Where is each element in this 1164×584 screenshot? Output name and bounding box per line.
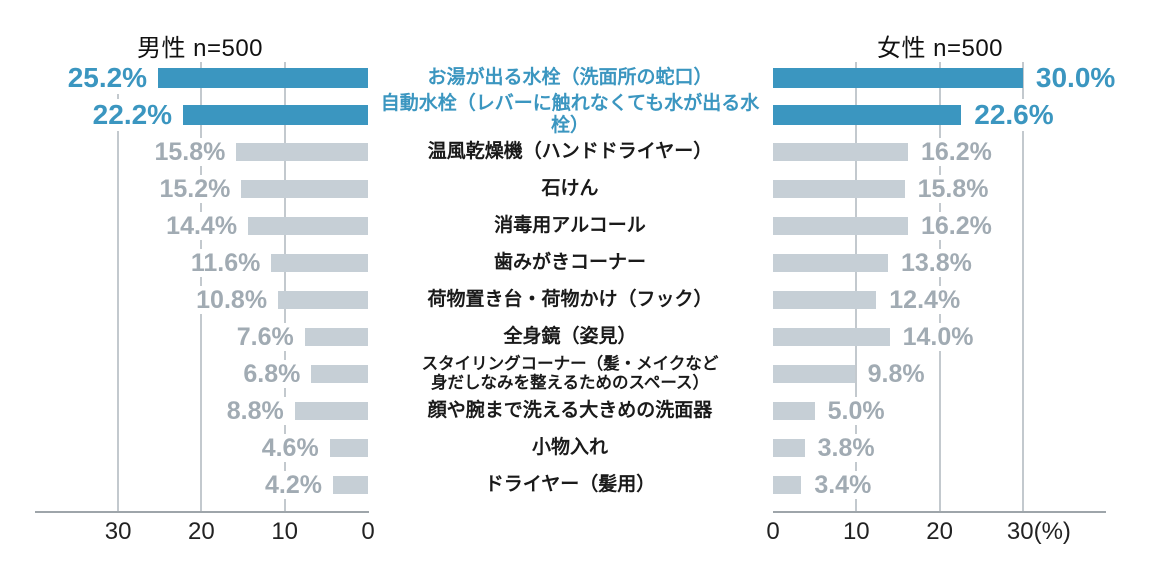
male-value-label: 4.2% [262, 471, 326, 499]
female-bar [773, 217, 908, 235]
female-bar [773, 291, 877, 309]
female-value-label: 3.8% [814, 434, 878, 462]
category-label: 自動水栓（レバーに触れなくても水が出る水栓） [380, 93, 760, 136]
category-label: 全身鏡（姿見） [503, 326, 637, 347]
female-axis-tick-label: 30(%) [1006, 518, 1071, 545]
male-value-label: 11.6% [187, 249, 264, 277]
female-chart-title: 女性 n=500 [876, 35, 1004, 62]
female-bar [773, 105, 962, 125]
category-label: 石けん [541, 178, 599, 199]
category-label: 温風乾燥機（ハンドドライヤー） [427, 141, 713, 162]
male-value-label: 25.2% [64, 62, 151, 94]
male-axis-tick-label: 10 [271, 518, 299, 545]
male-bar [241, 180, 368, 198]
female-value-label: 22.6% [971, 99, 1057, 131]
male-bar [333, 476, 368, 494]
female-value-label: 16.2% [917, 212, 995, 240]
male-value-label: 7.6% [233, 323, 297, 351]
male-x-axis-line [35, 511, 369, 513]
female-bar [773, 365, 855, 383]
male-value-label: 22.2% [89, 99, 176, 131]
male-value-label: 14.4% [163, 212, 241, 240]
male-bar [158, 68, 368, 88]
female-bar [773, 328, 890, 346]
male-value-label: 4.6% [258, 434, 322, 462]
female-axis-tick-label: 20 [926, 518, 953, 545]
male-bar [183, 105, 368, 125]
male-value-label: 6.8% [240, 360, 304, 388]
female-value-label: 14.0% [899, 323, 977, 351]
female-axis-tick-label: 0 [766, 518, 780, 545]
female-bar [773, 143, 908, 161]
female-value-label: 30.0% [1032, 62, 1119, 94]
male-bar [311, 365, 368, 383]
male-gridline [283, 62, 286, 511]
female-bar [773, 68, 1023, 88]
male-bar [248, 217, 368, 235]
male-value-label: 15.8% [151, 138, 229, 166]
category-label: お湯が出る水栓（洗面所の蛇口） [427, 67, 713, 88]
male-gridline [117, 62, 120, 511]
category-label: 消毒用アルコール [494, 215, 646, 236]
female-bar [773, 180, 905, 198]
male-bar [304, 328, 368, 346]
female-value-label: 12.4% [886, 286, 964, 314]
male-bar [236, 143, 368, 161]
male-bar [271, 254, 368, 272]
female-value-label: 9.8% [864, 360, 928, 388]
male-value-label: 10.8% [193, 286, 271, 314]
male-bar [329, 439, 368, 457]
female-bar [773, 254, 888, 272]
female-value-label: 5.0% [824, 397, 888, 425]
category-label: 歯みがきコーナー [493, 252, 646, 273]
male-value-label: 8.8% [223, 397, 287, 425]
female-gridline [855, 62, 858, 511]
male-axis-tick-label: 30 [104, 518, 132, 545]
female-gridline [1021, 62, 1024, 511]
female-bar [773, 439, 805, 457]
male-bar [278, 291, 368, 309]
female-value-label: 16.2% [917, 138, 995, 166]
male-chart-title: 男性 n=500 [136, 35, 264, 62]
category-label: ドライヤー（髪用） [484, 474, 656, 495]
male-axis-tick-label: 0 [361, 518, 375, 545]
category-label: 小物入れ [531, 437, 608, 458]
male-axis-tick-label: 20 [188, 518, 215, 545]
female-bar [773, 402, 815, 420]
male-bar [294, 402, 368, 420]
male-value-label: 15.2% [156, 175, 234, 203]
female-value-label: 13.8% [897, 249, 975, 277]
female-x-axis-line [773, 511, 1106, 513]
female-value-label: 15.8% [914, 175, 992, 203]
female-value-label: 3.4% [811, 471, 875, 499]
female-axis-tick-label: 10 [842, 518, 870, 545]
category-label: 顔や腕まで洗える大きめの洗面器 [427, 400, 713, 421]
category-label: 荷物置き台・荷物かけ（フック） [427, 289, 713, 310]
female-bar [773, 476, 802, 494]
category-label: スタイリングコーナー（髪・メイクなど 身だしなみを整えるためのスペース） [421, 355, 719, 392]
